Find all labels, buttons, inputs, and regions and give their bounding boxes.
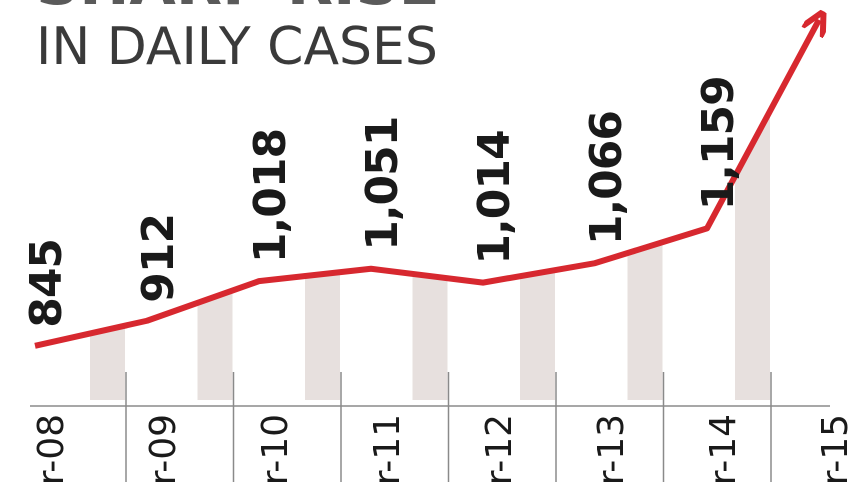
value-label: 912 bbox=[133, 214, 184, 303]
x-tick-label: r-11 bbox=[367, 414, 408, 482]
line bbox=[34, 20, 819, 349]
value-label: 1,018 bbox=[245, 129, 296, 263]
x-tick-label: r-10 bbox=[255, 414, 296, 482]
x-tick-label: r-14 bbox=[703, 414, 744, 482]
x-tick-label: r-13 bbox=[591, 414, 632, 482]
x-tick-label: r-09 bbox=[143, 414, 184, 482]
value-label: 1,066 bbox=[581, 111, 632, 245]
x-tick-label: r-15 bbox=[815, 414, 856, 482]
value-label: 845 bbox=[21, 239, 72, 328]
value-label: 1,051 bbox=[357, 117, 408, 251]
chart-subtitle: IN DAILY CASES bbox=[36, 17, 438, 77]
x-tick-label: r-12 bbox=[479, 414, 520, 482]
value-label: 1,159 bbox=[693, 76, 744, 210]
area-stripe bbox=[520, 19, 555, 400]
value-label: 1,014 bbox=[469, 130, 520, 264]
area-stripe bbox=[627, 19, 663, 400]
chart-title: SHARP RISE bbox=[36, 0, 440, 19]
x-tick-label: r-08 bbox=[31, 414, 72, 482]
